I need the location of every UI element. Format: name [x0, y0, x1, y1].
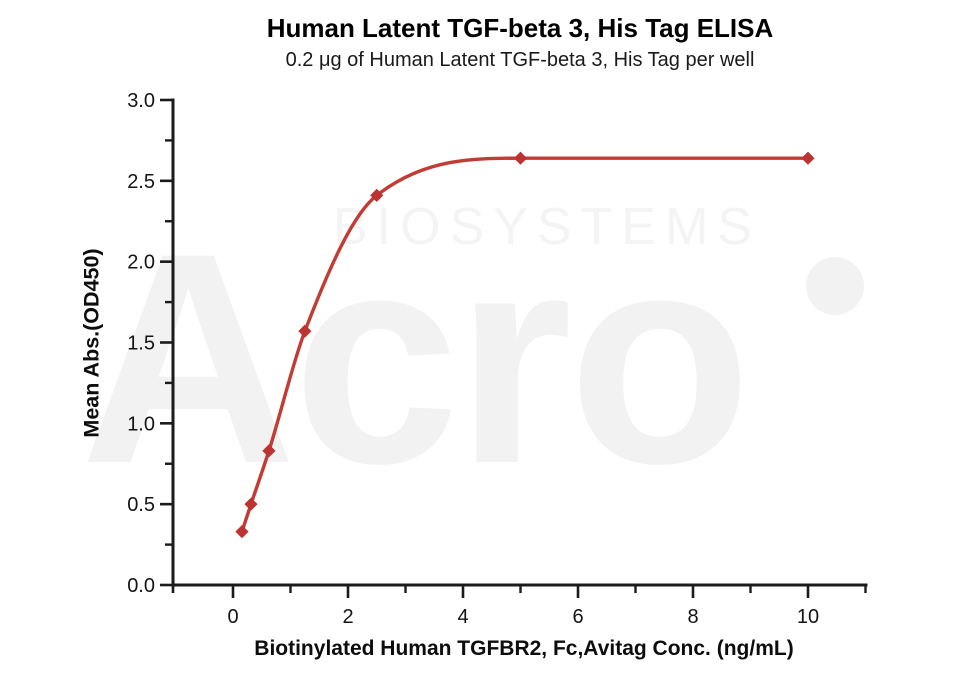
data-point-marker: [370, 188, 384, 202]
chart-title: Human Latent TGF-beta 3, His Tag ELISA: [266, 13, 774, 43]
x-tick-label: 8: [687, 606, 698, 628]
watermark-logo-dot: [806, 257, 864, 315]
axis-frame: [171, 98, 868, 587]
x-tick-label: 10: [797, 606, 819, 628]
x-tick-label: 0: [227, 606, 238, 628]
watermark-biosystems-text: BIOSYSTEMS: [333, 198, 762, 256]
y-tick-label: 2.5: [127, 171, 155, 193]
x-tick-label: 2: [342, 606, 353, 628]
fit-curve: [240, 156, 810, 534]
data-point-marker: [801, 151, 815, 165]
data-point-marker: [298, 324, 312, 338]
data-point-marker: [235, 525, 249, 539]
chart-subtitle: 0.2 μg of Human Latent TGF-beta 3, His T…: [285, 49, 755, 71]
x-tick-label: 4: [457, 606, 468, 628]
data-point-marker: [244, 497, 258, 511]
data-point-marker: [262, 444, 276, 458]
y-tick-label: 2.0: [127, 252, 155, 274]
y-tick-label: 1.0: [127, 413, 155, 435]
y-tick-label: 1.5: [127, 332, 155, 354]
y-tick-label: 3.0: [127, 90, 155, 112]
y-axis-label: Mean Abs.(OD450): [79, 248, 104, 438]
x-axis-label: Biotinylated Human TGFBR2, Fc,Avitag Con…: [254, 637, 794, 660]
y-tick-label: 0.0: [127, 575, 155, 597]
x-tick-label: 6: [572, 606, 583, 628]
y-tick-label: 0.5: [127, 494, 155, 516]
data-point-marker: [513, 151, 528, 165]
watermark-acro-logo: Acro: [80, 190, 751, 526]
